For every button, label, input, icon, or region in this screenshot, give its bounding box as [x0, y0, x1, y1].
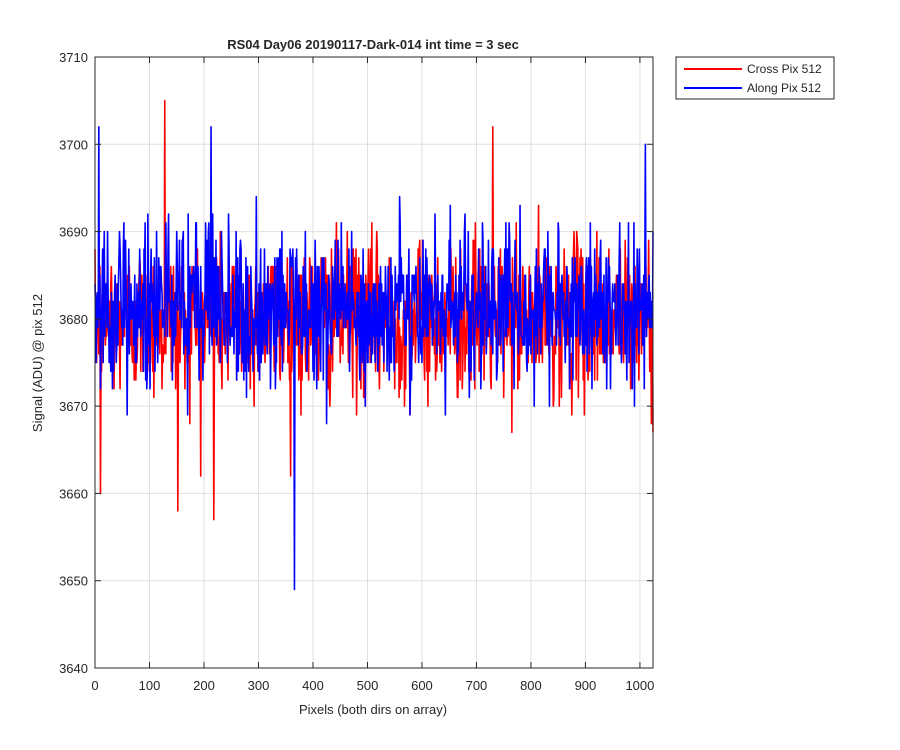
y-tick-label: 3640 — [59, 661, 88, 676]
x-tick-label: 700 — [466, 678, 488, 693]
axes-box — [94, 56, 654, 669]
y-tick-label: 3680 — [59, 312, 88, 327]
y-tick-label: 3650 — [59, 574, 88, 589]
y-axis-label: Signal (ADU) @ pix 512 — [30, 294, 45, 432]
y-tick-label: 3670 — [59, 399, 88, 414]
y-tick-label: 3700 — [59, 137, 88, 152]
x-tick-label: 900 — [575, 678, 597, 693]
y-tick-label: 3710 — [59, 50, 88, 65]
legend-label-along: Along Pix 512 — [747, 81, 821, 95]
x-tick-label: 300 — [248, 678, 270, 693]
chart-title: RS04 Day06 20190117-Dark-014 int time = … — [227, 37, 519, 52]
x-tick-label: 600 — [411, 678, 433, 693]
x-tick-label: 100 — [139, 678, 161, 693]
legend-box — [675, 56, 835, 100]
series-layer — [94, 99, 654, 591]
x-tick-label: 1000 — [625, 678, 654, 693]
y-tick-label: 3660 — [59, 486, 88, 501]
x-tick-label: 0 — [91, 678, 98, 693]
legend-label-cross: Cross Pix 512 — [747, 62, 822, 76]
x-tick-label: 200 — [193, 678, 215, 693]
series-line-along — [94, 126, 654, 591]
x-tick-label: 500 — [357, 678, 379, 693]
ticks: 0 100 200 300 400 500 600 700 800 900 1000 3640 3650… — [59, 50, 654, 693]
x-tick-label: 400 — [302, 678, 324, 693]
axes-frame — [94, 56, 654, 669]
legend[interactable]: Cross Pix 512 Along Pix 512 — [675, 56, 835, 100]
x-axis-label: Pixels (both dirs on array) — [299, 702, 447, 717]
y-tick-label: 3690 — [59, 225, 88, 240]
x-tick-label: 800 — [520, 678, 542, 693]
